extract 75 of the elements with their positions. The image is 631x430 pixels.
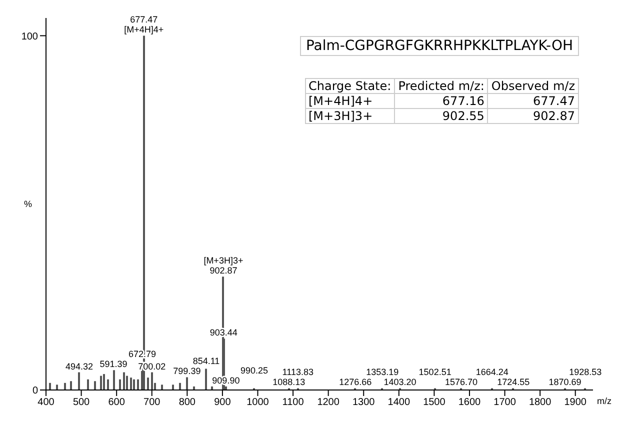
annotation: 990.25 xyxy=(240,365,268,376)
bar xyxy=(64,382,66,390)
annotation: 1088.13 xyxy=(272,377,306,388)
annotation: 1724.55 xyxy=(497,377,530,388)
x-tick-label: 400 xyxy=(38,397,55,408)
annotation: Observed m/z xyxy=(488,78,578,94)
annotation: 1113.83 xyxy=(282,367,314,378)
bar xyxy=(126,376,128,390)
bar xyxy=(100,376,102,390)
bar xyxy=(137,379,139,390)
x-tick-label: 600 xyxy=(108,397,126,408)
annotation: Charge State: xyxy=(305,78,395,94)
annotation: 1664.24 xyxy=(476,367,508,378)
annotation: 1353.19 xyxy=(366,367,399,378)
bar xyxy=(70,381,72,390)
annotation: [M+3H]3+ xyxy=(305,108,395,124)
annotation: 902.55 xyxy=(394,108,488,124)
annotation: 799.39 xyxy=(173,366,201,376)
x-tick-label: 1300 xyxy=(352,397,376,408)
text: Palm-CGPGRGFGKRRHPKKLTPLAYK-OH xyxy=(300,36,579,56)
bar xyxy=(49,382,51,390)
annotation: Predicted m/z: xyxy=(394,78,488,94)
bar xyxy=(119,379,121,390)
bar xyxy=(123,372,125,390)
bar xyxy=(161,384,163,390)
annotation: 591.39 xyxy=(100,359,128,370)
y-axis-title: % xyxy=(24,199,32,210)
x-tick-label: 1000 xyxy=(246,397,270,408)
annotation: 494.32 xyxy=(66,361,94,372)
bar xyxy=(130,378,132,390)
bar xyxy=(87,379,89,390)
annotation: 902.87 xyxy=(210,266,238,276)
annotation: 677.16 xyxy=(394,94,488,108)
bar xyxy=(113,370,115,390)
bar xyxy=(179,382,181,390)
annotation: [M+3H]3+ xyxy=(204,256,244,266)
annotation: 854.11 xyxy=(192,356,220,366)
x-tick-label: 1500 xyxy=(423,397,446,408)
x-tick-label: 1600 xyxy=(458,397,482,408)
annotation: 1928.53 xyxy=(569,367,602,378)
x-tick-label: 1800 xyxy=(528,397,552,408)
bar xyxy=(147,378,149,390)
bar xyxy=(78,372,80,390)
bar xyxy=(151,372,153,390)
annotation: 677.47 xyxy=(130,14,158,25)
bar xyxy=(94,381,96,390)
x-axis-title: m/z xyxy=(597,396,612,406)
bar xyxy=(172,384,174,390)
annotation: 1276.66 xyxy=(339,377,372,388)
x-tick-label: 1700 xyxy=(494,397,516,408)
bar xyxy=(133,379,135,390)
annotation: [M+4H]4+ xyxy=(124,24,164,35)
x-tick-label: 500 xyxy=(72,397,90,408)
bar xyxy=(107,379,109,390)
x-tick-label: 1400 xyxy=(388,397,410,408)
bar xyxy=(103,374,105,390)
annotation: [M+4H]4+ xyxy=(305,94,395,108)
annotation: 677.47 xyxy=(488,94,578,108)
annotation: 1576.70 xyxy=(444,377,478,388)
annotation: 1870.69 xyxy=(548,377,582,388)
bar xyxy=(56,384,58,390)
bar xyxy=(143,36,145,390)
annotation: 1403.20 xyxy=(384,377,416,388)
x-tick-label: 1200 xyxy=(317,397,340,408)
annotation: 1502.51 xyxy=(418,367,452,378)
bar xyxy=(186,377,188,390)
bar xyxy=(205,368,207,390)
y-tick-label: 0 xyxy=(32,386,38,397)
y-tick-label: 100 xyxy=(21,31,38,42)
x-tick-label: 1900 xyxy=(564,397,587,408)
x-tick-label: 900 xyxy=(214,397,232,408)
annotation: 902.87 xyxy=(488,108,578,124)
x-tick-label: 700 xyxy=(144,397,161,408)
x-tick-label: 800 xyxy=(178,397,196,408)
x-tick-label: 1100 xyxy=(282,397,304,408)
